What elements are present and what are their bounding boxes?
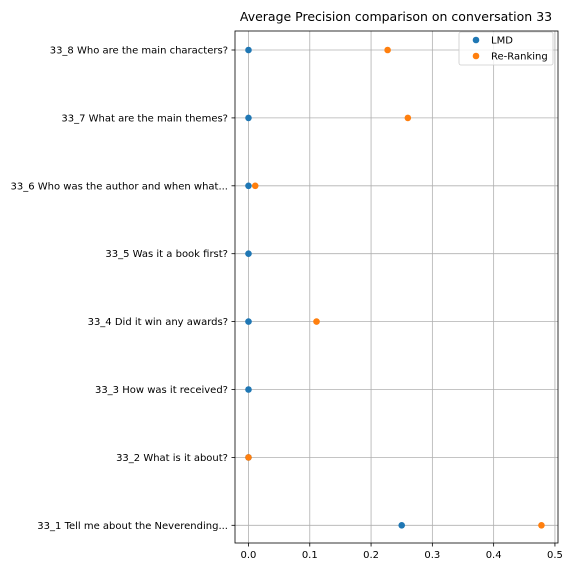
point-lmd [245, 318, 252, 325]
y-tick-label: 33_5 Was it a book first? [105, 249, 228, 260]
y-tick-label: 33_1 Tell me about the Neverending... [37, 521, 228, 532]
y-tick-label: 33_4 Did it win any awards? [88, 317, 228, 328]
x-tick-label: 0.1 [302, 550, 318, 561]
x-tick-label: 0.2 [363, 550, 379, 561]
point-lmd [245, 114, 252, 122]
point-re-ranking [538, 522, 545, 529]
x-tick-label: 0.5 [547, 550, 563, 561]
x-axis-ticks: 0.0 0.1 0.2 0.3 0.4 0.5 [241, 543, 563, 561]
point-re-ranking [245, 454, 252, 461]
y-axis-ticks: 33_8 Who are the main characters? 33_7 Wh… [11, 46, 235, 532]
plot-background [235, 31, 558, 543]
y-tick-label: 33_6 Who was the author and when what... [11, 181, 229, 192]
x-tick-label: 0.4 [486, 550, 502, 561]
y-gridlines [235, 49, 558, 526]
y-tick-label: 33_7 What are the main themes? [61, 113, 228, 124]
x-tick-label: 0.0 [241, 550, 257, 561]
point-lmd [245, 46, 252, 54]
legend-marker [472, 36, 480, 44]
legend: LMD Re-Ranking [458, 31, 554, 66]
point-lmd [245, 182, 252, 190]
point-lmd [398, 522, 406, 529]
y-tick-label: 33_3 How was it received? [95, 385, 228, 396]
point-re-ranking [384, 46, 391, 54]
x-tick-label: 0.3 [424, 550, 440, 561]
y-tick-label: 33_8 Who are the main characters? [50, 46, 228, 57]
point-lmd [245, 386, 252, 393]
legend-label: LMD [491, 36, 513, 47]
point-re-ranking [313, 318, 320, 325]
data-points [245, 46, 545, 529]
chart-title: Average Precision comparison on conversa… [240, 9, 552, 24]
plot-frame [234, 30, 559, 544]
y-tick-label: 33_2 What is it about? [116, 453, 228, 464]
point-lmd [245, 250, 252, 257]
point-re-ranking [404, 114, 412, 122]
legend-label: Re-Ranking [491, 52, 548, 63]
point-re-ranking [251, 182, 259, 190]
legend-box [458, 31, 554, 66]
legend-marker [472, 52, 480, 60]
